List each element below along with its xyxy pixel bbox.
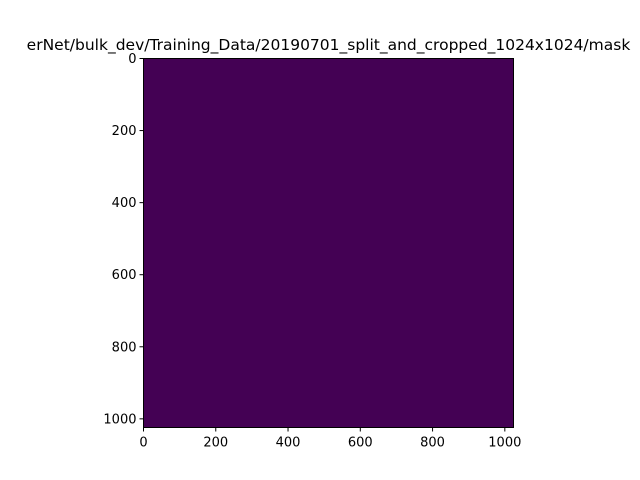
x-tick-label: 1000 [488, 436, 521, 451]
x-axis: 0 200 400 600 800 1000 [139, 427, 521, 451]
x-tick-label: 400 [276, 436, 301, 451]
y-axis: 0 200 400 600 800 1000 [103, 52, 144, 427]
y-tick-label: 400 [112, 196, 137, 211]
x-tick-label: 0 [139, 436, 147, 451]
y-tick-label: 200 [112, 124, 137, 139]
x-tick-label: 200 [203, 436, 228, 451]
y-tick-label: 0 [128, 52, 136, 67]
y-tick-label: 1000 [103, 412, 136, 427]
x-tick-label: 800 [420, 436, 445, 451]
mask-image [143, 58, 514, 428]
x-tick-label: 600 [348, 436, 373, 451]
axes-frame [143, 58, 514, 428]
y-tick-label: 600 [112, 268, 137, 283]
chart-title: erNet/bulk_dev/Training_Data/20190701_sp… [27, 36, 631, 55]
y-tick-label: 800 [112, 340, 137, 355]
